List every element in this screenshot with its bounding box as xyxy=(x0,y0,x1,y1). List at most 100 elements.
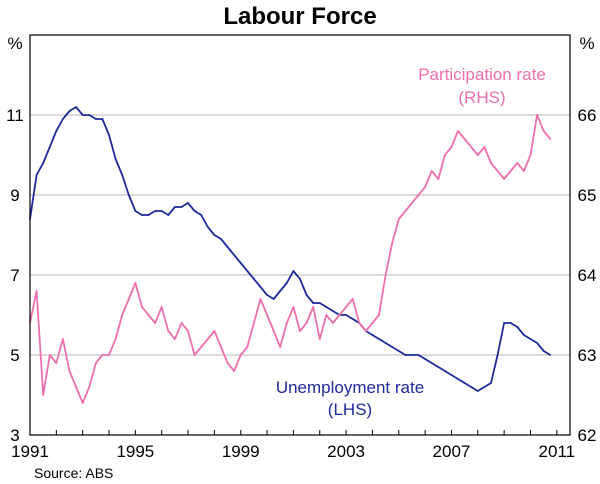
data-point xyxy=(397,218,400,220)
data-point xyxy=(200,346,203,348)
x-tick-label: 1999 xyxy=(222,442,260,461)
data-point xyxy=(476,390,479,392)
data-point xyxy=(417,194,420,196)
right-axis-unit: % xyxy=(579,34,594,53)
data-point xyxy=(167,214,170,216)
data-point xyxy=(338,314,341,316)
data-point xyxy=(226,246,229,248)
data-point xyxy=(147,314,150,316)
chart-title: Labour Force xyxy=(223,3,376,30)
data-point xyxy=(55,130,58,132)
left-axis-ticks: 3 5 7 9 11 xyxy=(6,106,24,445)
data-point xyxy=(490,382,492,384)
data-point xyxy=(529,338,532,340)
data-point xyxy=(318,302,321,304)
data-point xyxy=(259,286,262,288)
data-point xyxy=(536,114,538,116)
data-point xyxy=(239,354,242,356)
data-point xyxy=(549,138,552,140)
data-point xyxy=(325,314,328,316)
participation-label: Participation rate xyxy=(418,65,546,84)
data-point xyxy=(470,146,473,148)
data-point xyxy=(101,118,104,120)
data-point xyxy=(437,178,440,180)
data-point xyxy=(42,394,45,396)
data-point xyxy=(226,362,229,364)
data-point xyxy=(160,210,163,212)
data-point xyxy=(55,362,58,364)
participation-series xyxy=(29,114,552,404)
left-tick-label: 3 xyxy=(10,426,19,445)
x-tick-label: 2007 xyxy=(433,442,471,461)
data-point xyxy=(121,174,124,176)
data-point xyxy=(193,354,196,356)
data-point xyxy=(384,274,387,276)
data-point xyxy=(75,106,77,108)
data-point xyxy=(180,322,183,324)
data-point xyxy=(292,306,295,308)
data-point xyxy=(62,338,64,340)
data-point xyxy=(127,298,130,300)
participation-axis-note: (RHS) xyxy=(458,88,505,107)
data-point xyxy=(220,238,222,240)
left-tick-label: 5 xyxy=(10,346,19,365)
x-tick-label: 2003 xyxy=(327,442,365,461)
data-point xyxy=(325,306,328,308)
data-point xyxy=(463,138,466,140)
x-tick-label: 1995 xyxy=(116,442,154,461)
data-point xyxy=(463,382,466,384)
data-point xyxy=(187,202,189,204)
right-tick-label: 62 xyxy=(578,426,597,445)
x-tick-label: 2011 xyxy=(539,442,576,461)
right-tick-label: 64 xyxy=(578,266,597,285)
left-tick-label: 7 xyxy=(10,266,19,285)
data-point xyxy=(430,170,433,172)
data-point xyxy=(516,162,519,164)
data-point xyxy=(68,110,71,112)
x-axis-ticks: 1991 1995 1999 2003 2007 2011 xyxy=(11,430,575,461)
data-point xyxy=(332,322,334,324)
data-point xyxy=(279,346,282,348)
data-point xyxy=(220,346,222,348)
data-point xyxy=(246,346,249,348)
data-point xyxy=(503,322,505,324)
data-point xyxy=(187,330,189,332)
data-point xyxy=(35,174,38,176)
data-point xyxy=(68,370,71,372)
left-tick-label: 11 xyxy=(6,106,24,125)
right-tick-label: 66 xyxy=(578,106,597,125)
data-point xyxy=(272,330,275,332)
unemployment-axis-note: (LHS) xyxy=(328,400,372,419)
data-point xyxy=(272,298,275,300)
left-tick-label: 9 xyxy=(10,186,19,205)
data-point xyxy=(95,362,97,364)
data-point xyxy=(253,278,255,280)
data-point xyxy=(457,378,459,380)
right-tick-label: 63 xyxy=(578,346,597,365)
data-point xyxy=(404,354,407,356)
right-tick-label: 65 xyxy=(578,186,597,205)
data-point xyxy=(213,330,216,332)
data-point xyxy=(266,314,268,316)
data-point xyxy=(476,154,479,156)
data-point xyxy=(450,374,453,376)
data-point xyxy=(246,270,249,272)
data-point xyxy=(88,386,91,388)
data-point xyxy=(496,170,499,172)
data-point xyxy=(424,186,426,188)
data-point xyxy=(529,154,532,156)
left-axis-unit: % xyxy=(7,34,22,53)
data-point xyxy=(417,354,420,356)
data-point xyxy=(483,146,486,148)
unemployment-label: Unemployment rate xyxy=(276,378,424,397)
data-point xyxy=(108,134,110,136)
x-tick-label: 1991 xyxy=(11,442,49,461)
data-point xyxy=(48,354,51,356)
data-point xyxy=(147,214,150,216)
data-point xyxy=(134,210,137,212)
data-point xyxy=(542,350,545,352)
data-point xyxy=(233,370,236,372)
data-point xyxy=(114,338,117,340)
source-note: Source: ABS xyxy=(34,465,113,481)
